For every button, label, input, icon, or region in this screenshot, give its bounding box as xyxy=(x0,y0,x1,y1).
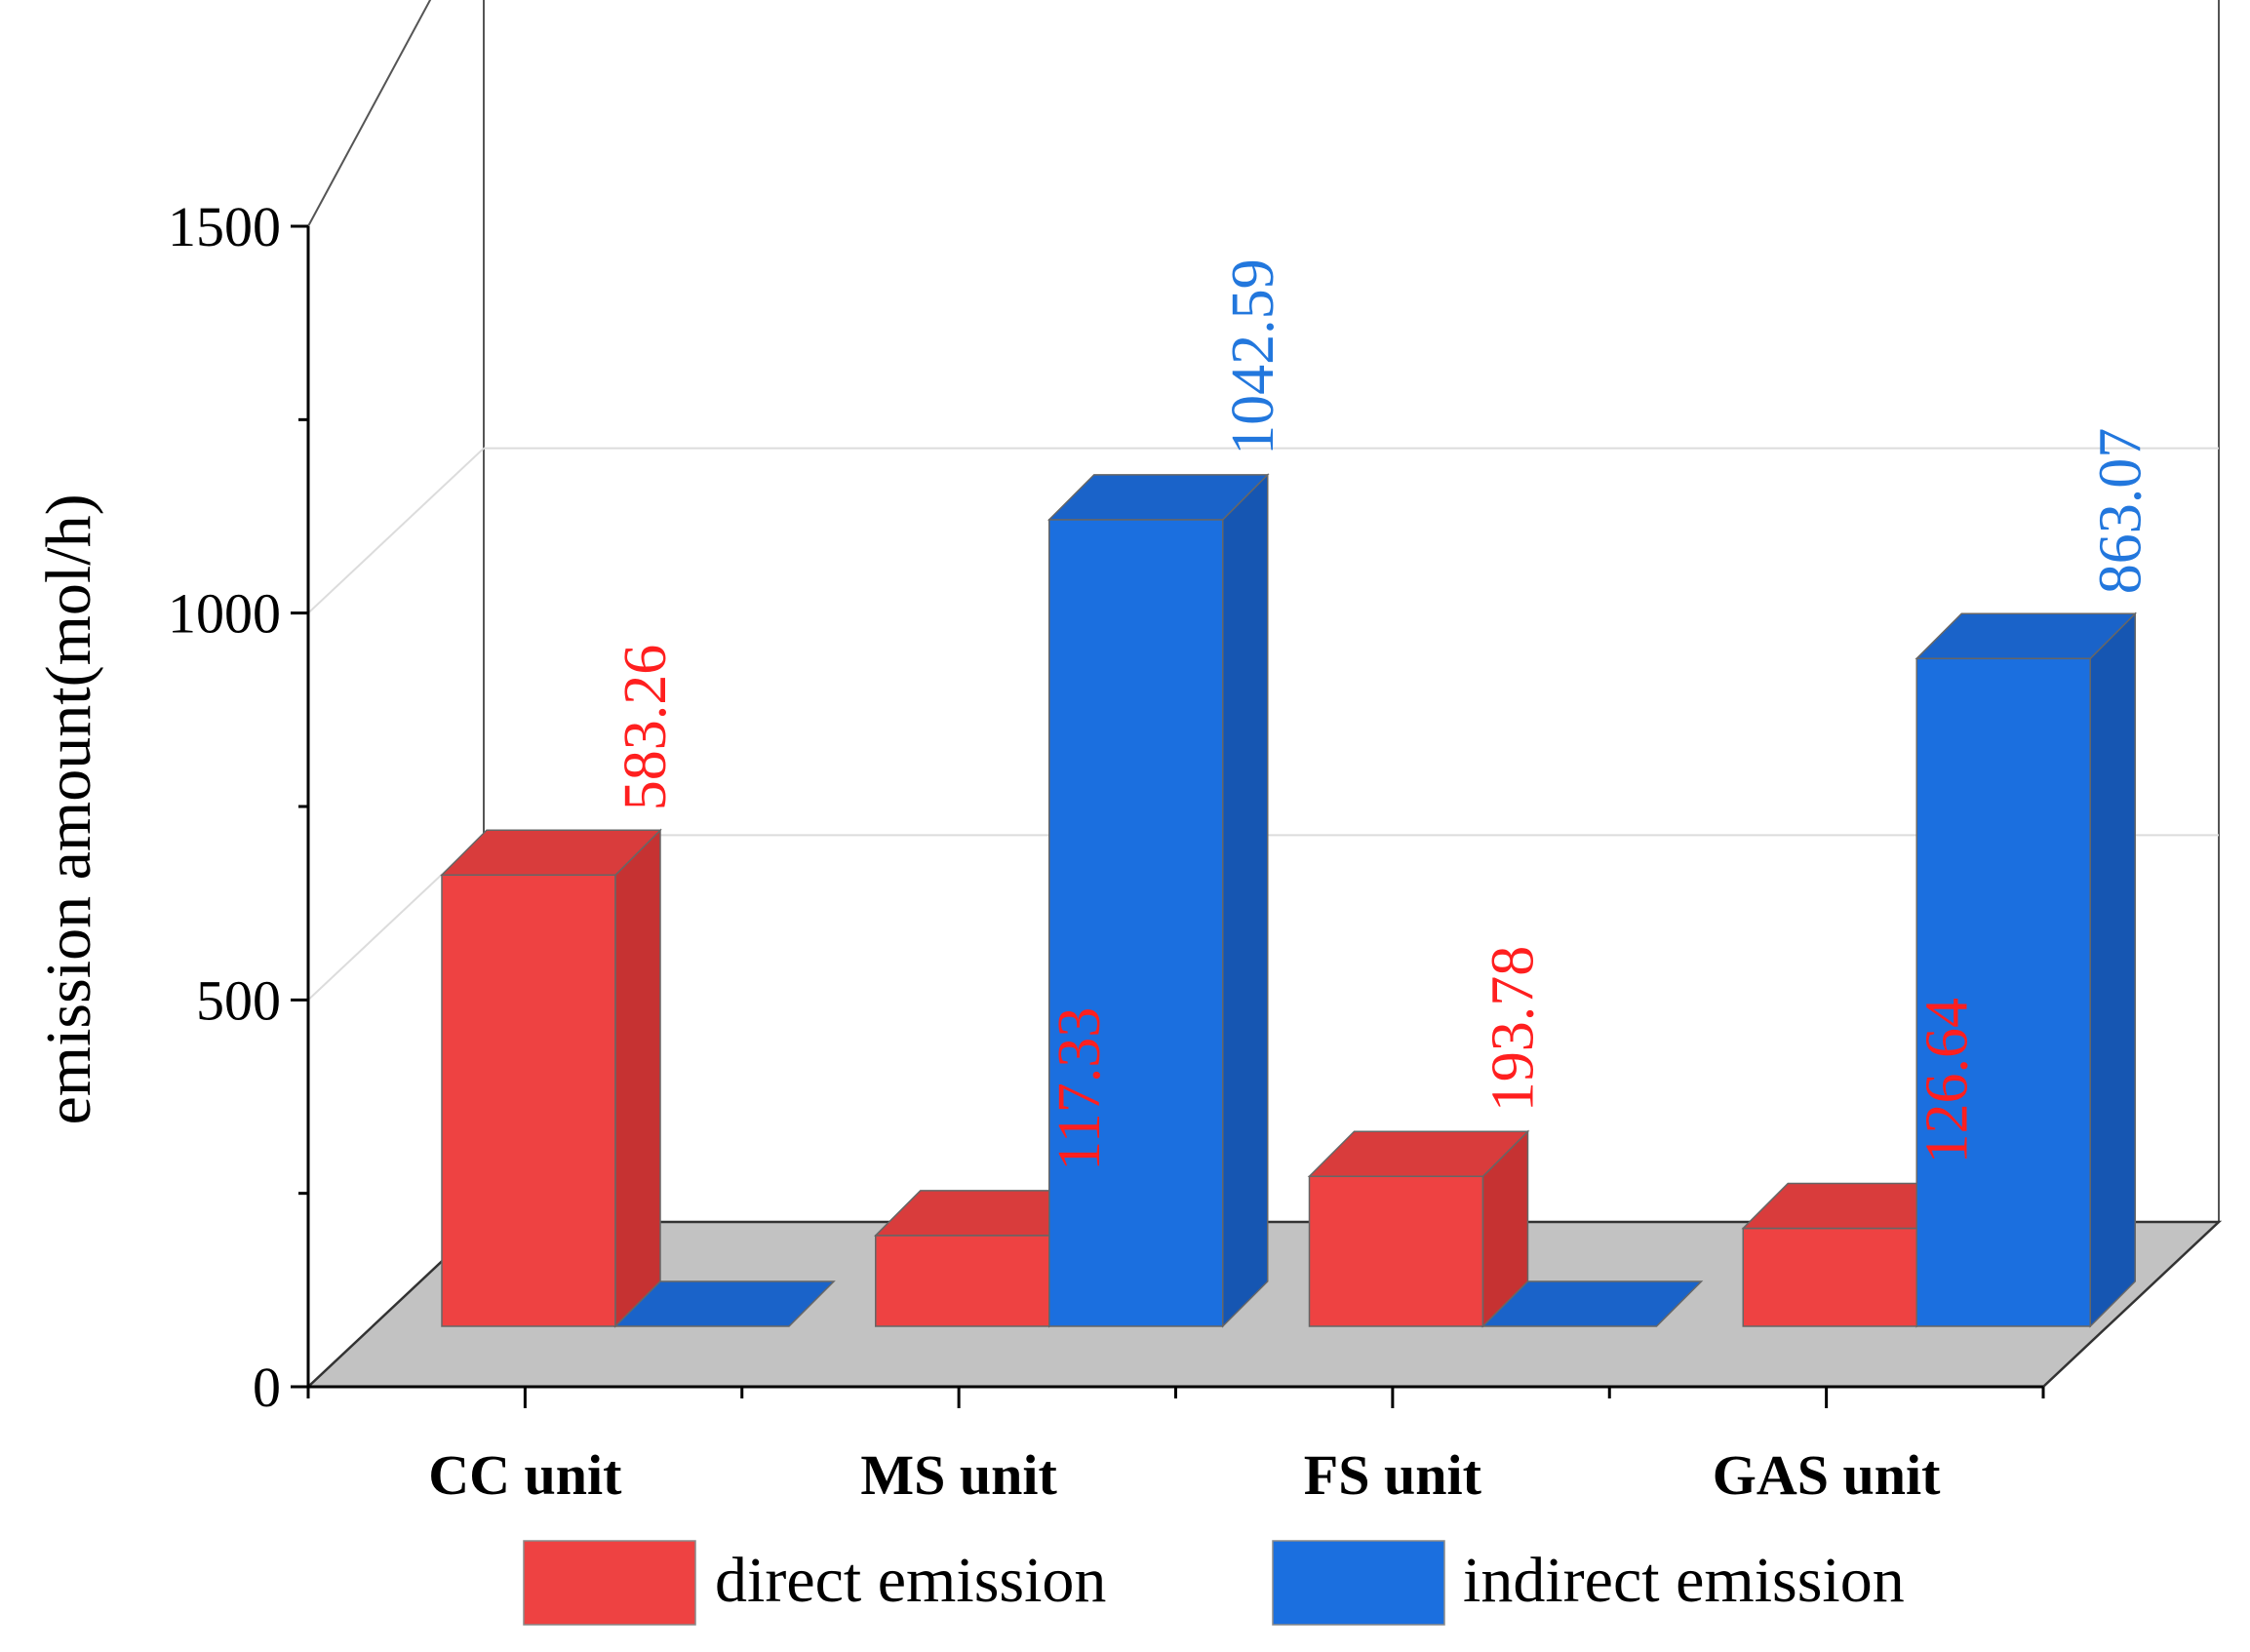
x-tick-label: FS unit xyxy=(1304,1443,1482,1507)
value-label: 117.33 xyxy=(1046,1007,1113,1171)
bar-top xyxy=(613,1280,836,1327)
value-labels: 583.26 117.33 1042.59 193.78 126.64 863.07 xyxy=(612,258,2153,1171)
x-tick-label: GAS unit xyxy=(1713,1443,1941,1507)
value-label: 126.64 xyxy=(1914,998,1980,1164)
bar-front xyxy=(1915,657,2091,1327)
y-tick-label: 0 xyxy=(253,1356,281,1419)
bar-side xyxy=(614,828,661,1328)
bar-top xyxy=(1914,612,2138,660)
bar-direct-cc-unit xyxy=(440,828,662,1328)
y-tick-label: 500 xyxy=(196,968,281,1032)
value-label: 1042.59 xyxy=(1220,258,1286,455)
bar-top xyxy=(440,829,662,877)
bar-front xyxy=(441,874,616,1327)
legend-swatch-direct xyxy=(523,1540,696,1626)
bar-direct-fs-unit xyxy=(1307,1129,1530,1328)
x-tick-label: MS unit xyxy=(860,1443,1057,1507)
bar-front xyxy=(1048,519,1224,1327)
bar-top xyxy=(1480,1280,1704,1327)
bar-front xyxy=(875,1235,1050,1327)
bar-side xyxy=(1222,473,1269,1328)
x-tick-label: CC unit xyxy=(428,1443,622,1507)
bar-top xyxy=(1307,1130,1530,1178)
left-wall-top-edge xyxy=(307,0,432,227)
y-tick-label: 1000 xyxy=(168,582,281,646)
bar-top xyxy=(1046,474,1270,521)
y-tick-label: 1500 xyxy=(168,195,281,258)
value-label: 193.78 xyxy=(1480,946,1547,1113)
bar-indirect-fs-unit xyxy=(1480,1280,1704,1327)
bar-indirect-ms-unit xyxy=(1046,473,1270,1328)
legend-label-direct: direct emission xyxy=(715,1545,1106,1616)
legend-swatch-indirect xyxy=(1272,1540,1445,1626)
bar-indirect-gas-unit xyxy=(1914,611,2138,1328)
legend-label-indirect: indirect emission xyxy=(1463,1545,1905,1616)
legend: direct emission indirect emission xyxy=(523,1540,1905,1626)
y-axis-title: emission amount(mol/h) xyxy=(33,493,104,1124)
value-label: 863.07 xyxy=(2087,428,2153,595)
bar-front xyxy=(1308,1175,1484,1327)
bar-front xyxy=(1742,1227,1917,1327)
bar-side xyxy=(2089,611,2136,1328)
bars xyxy=(440,473,2138,1328)
value-label: 583.26 xyxy=(612,645,679,811)
gridline-side xyxy=(307,447,485,614)
bar-indirect-cc-unit xyxy=(613,1280,836,1327)
axes: 0 500 1000 1500 CC unit MS unit FS unit GAS uni… xyxy=(168,195,2045,1507)
